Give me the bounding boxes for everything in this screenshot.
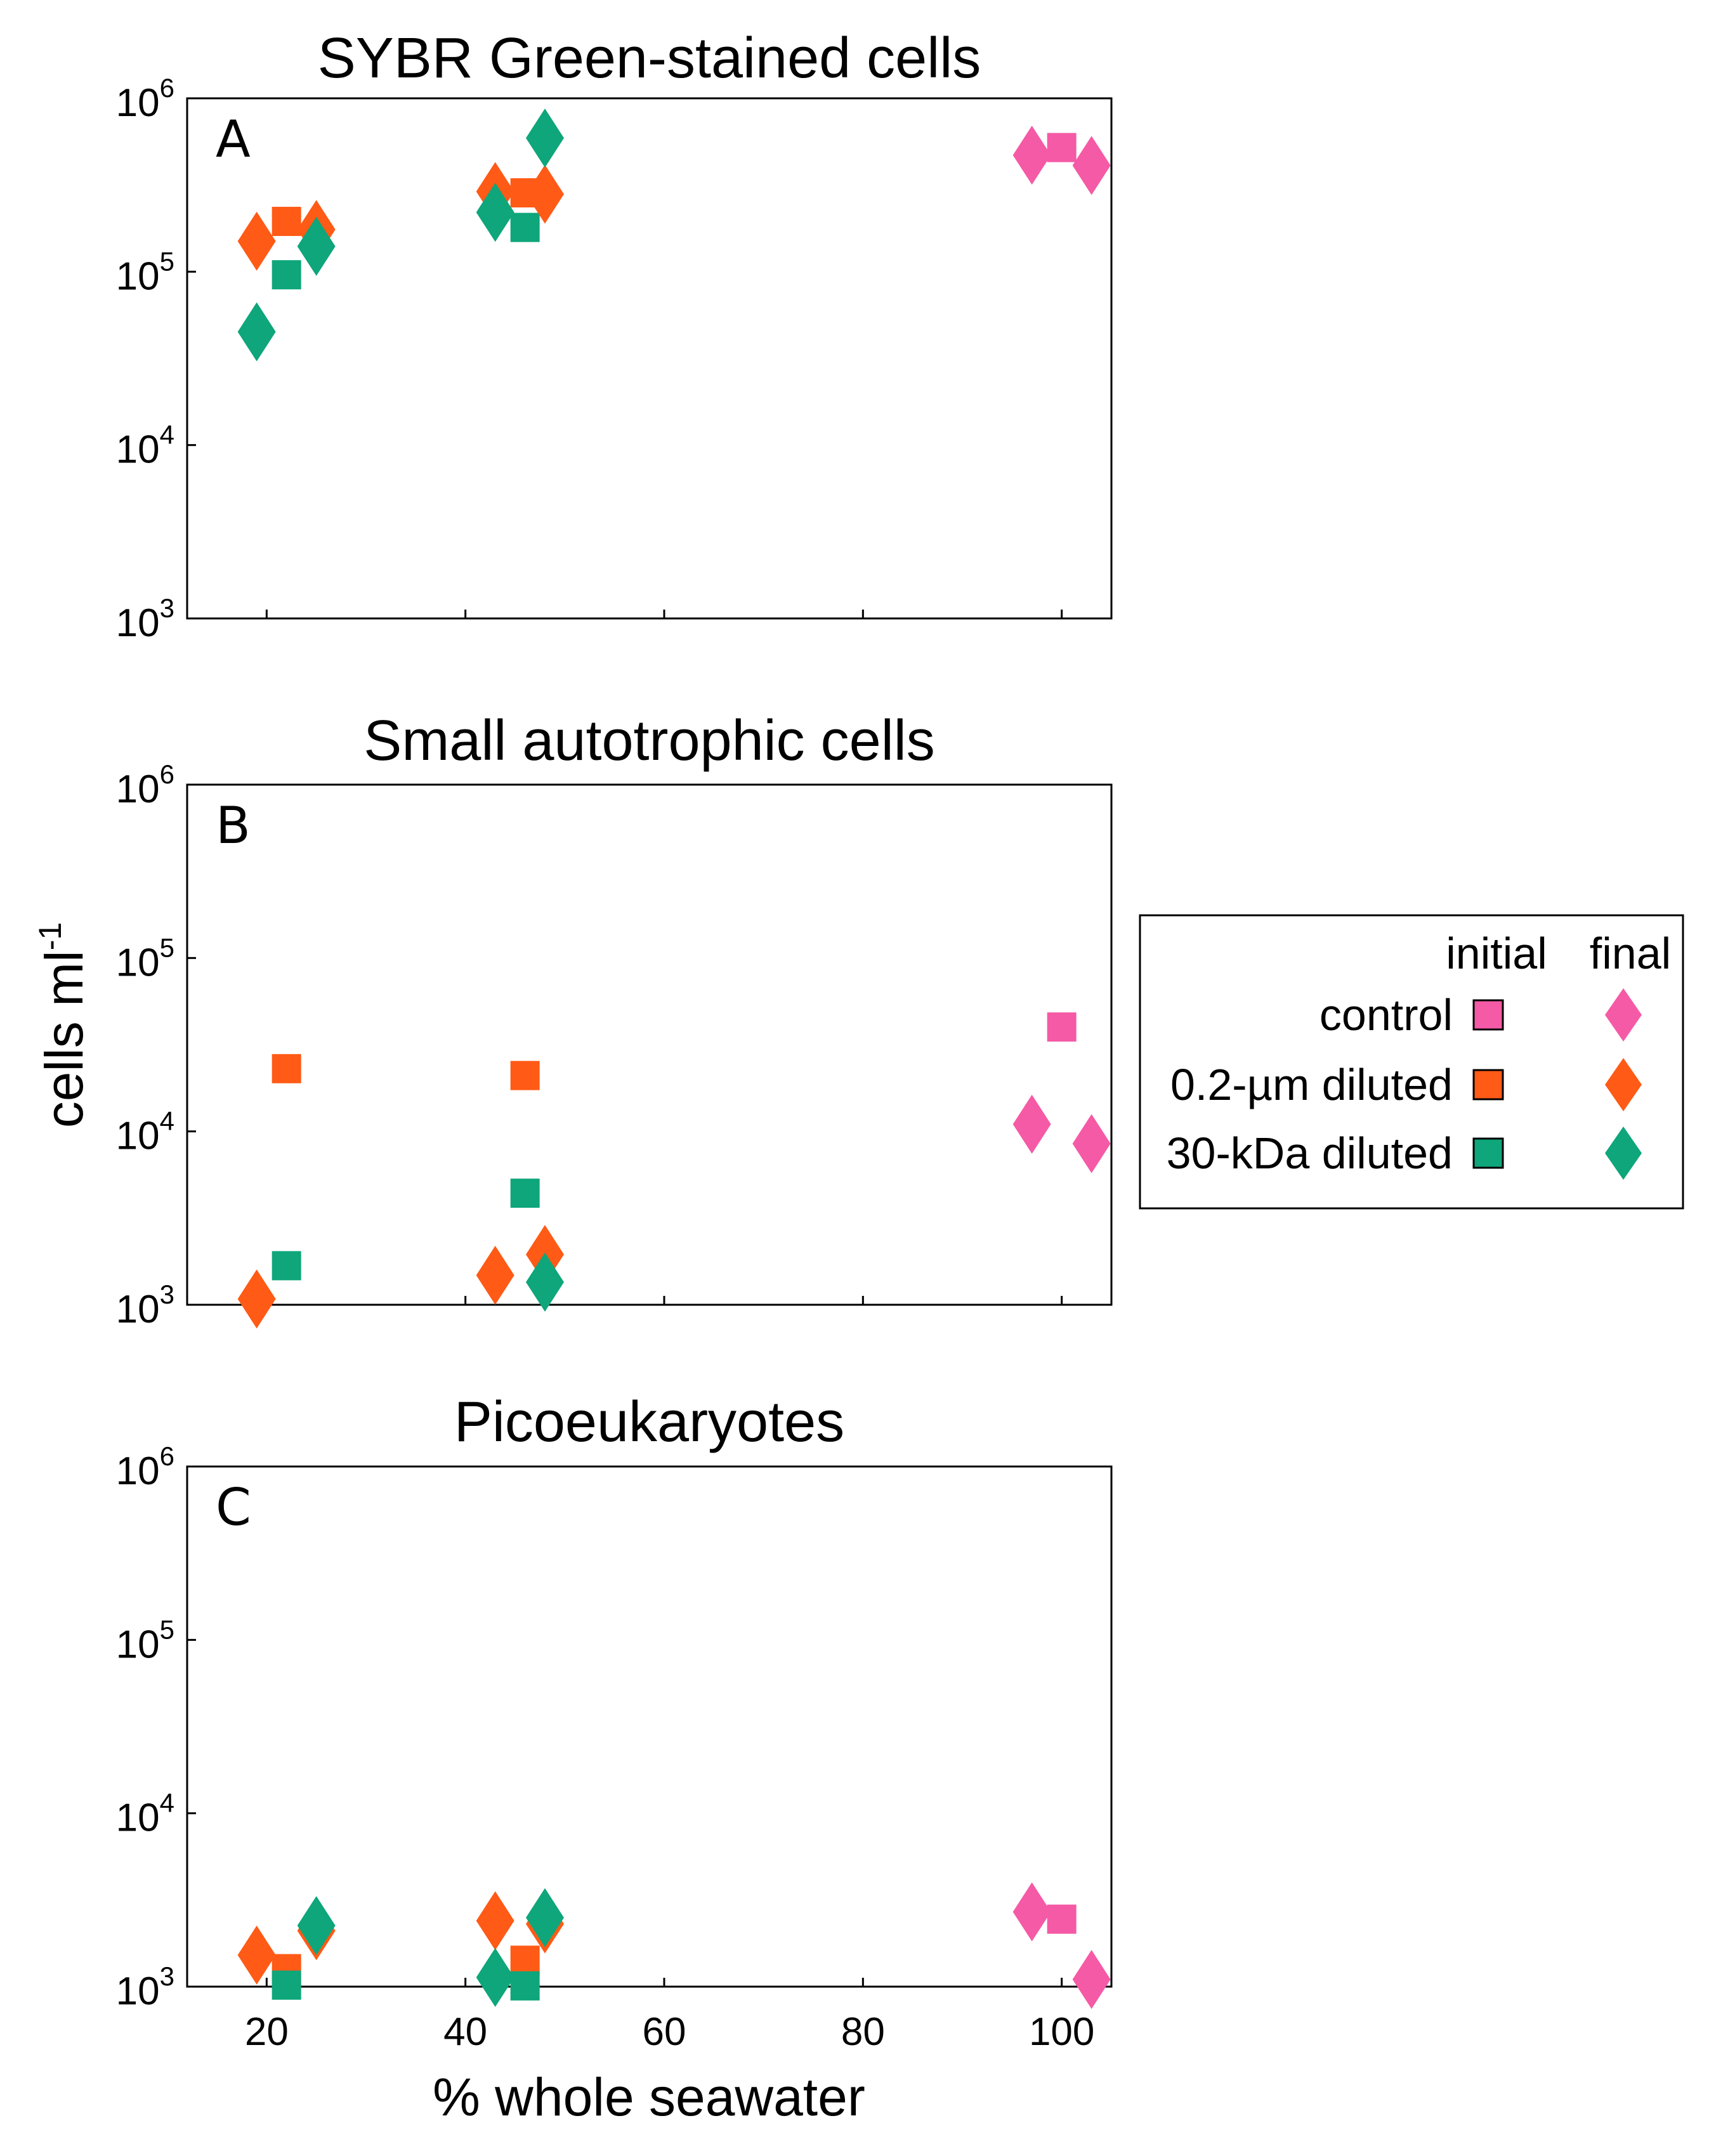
data-point-square — [510, 1061, 540, 1090]
data-point-diamond — [1072, 1950, 1111, 2009]
y-tick-label: 105 — [116, 246, 174, 298]
panel-title: Small autotrophic cells — [363, 709, 934, 773]
panel-letter: B — [216, 796, 251, 855]
data-point-diamond — [526, 1888, 564, 1947]
x-axis-label: % whole seawater — [433, 2067, 865, 2127]
data-point-diamond — [297, 1896, 336, 1956]
data-point-square — [272, 260, 301, 290]
x-tick-label: 40 — [443, 2010, 487, 2054]
data-point-square — [272, 207, 301, 237]
data-point-square — [510, 1179, 540, 1208]
data-point-diamond — [1072, 1114, 1111, 1173]
data-point-diamond — [237, 302, 276, 362]
data-point-square — [1047, 133, 1077, 162]
panel-title: Picoeukaryotes — [454, 1390, 844, 1454]
y-tick-label: 103 — [116, 1279, 174, 1331]
y-axis-label: cells ml-1 — [32, 922, 94, 1128]
data-point-diamond — [237, 211, 276, 271]
data-point-square — [1047, 1904, 1077, 1934]
panel-letter: C — [216, 1478, 251, 1537]
legend-diamond-marker — [1605, 988, 1642, 1042]
data-point-diamond — [1012, 1094, 1051, 1154]
legend-square-marker — [1472, 999, 1504, 1031]
panel-a: SYBR Green-stained cells A 103 104 105 106 — [116, 27, 1113, 645]
legend-label: 30-kDa diluted — [1167, 1128, 1453, 1178]
data-point-diamond — [1012, 126, 1051, 185]
legend-rows: control 0.2-µm diluted 30-kDa diluted — [1167, 988, 1642, 1180]
y-tick-label: 103 — [116, 593, 174, 645]
x-tick-label: 80 — [841, 2010, 885, 2054]
data-point-square — [510, 212, 540, 242]
legend-square-marker — [1472, 1069, 1504, 1101]
panels: SYBR Green-stained cellsA103104105106Sma… — [116, 27, 1113, 2054]
y-tick-label: 104 — [116, 420, 174, 472]
y-tick-label: 106 — [116, 759, 174, 811]
legend-label: control — [1319, 990, 1453, 1040]
legend: initial final control 0.2-µm diluted 30-kD… — [1139, 914, 1684, 1210]
y-tick-label: 105 — [116, 1614, 174, 1666]
y-tick-label: 104 — [116, 1788, 174, 1840]
data-point-square — [272, 1054, 301, 1083]
data-point-diamond — [526, 108, 564, 168]
data-point-square — [272, 1970, 301, 2000]
legend-row: 30-kDa diluted — [1167, 1127, 1642, 1180]
legend-header-final: final — [1590, 929, 1671, 978]
y-tick-label: 104 — [116, 1106, 174, 1158]
data-point-diamond — [476, 1245, 514, 1305]
data-point-diamond — [476, 1891, 514, 1950]
data-point-square — [272, 1251, 301, 1281]
legend-diamond-marker — [1605, 1127, 1642, 1180]
plot-frame — [186, 97, 1113, 620]
data-point-square — [510, 1945, 540, 1975]
legend-header-initial: initial — [1446, 929, 1547, 978]
data-point-square — [510, 1971, 540, 2001]
data-point-diamond — [476, 1947, 514, 2007]
y-tick-label: 106 — [116, 73, 174, 125]
data-point-diamond — [237, 1269, 276, 1329]
x-tick-label: 60 — [643, 2010, 686, 2054]
panel-letter: A — [216, 110, 251, 169]
data-point-diamond — [237, 1925, 276, 1985]
data-point-diamond — [1072, 136, 1111, 195]
legend-square-marker — [1472, 1137, 1504, 1169]
y-tick-label: 105 — [116, 932, 174, 984]
data-point-diamond — [297, 216, 336, 276]
plot-frame — [186, 1465, 1113, 1988]
x-tick-label: 100 — [1029, 2010, 1094, 2054]
legend-label: 0.2-µm diluted — [1170, 1060, 1453, 1109]
plot-frame — [186, 783, 1113, 1306]
data-point-square — [1047, 1012, 1077, 1042]
y-tick-label: 103 — [116, 1961, 174, 2013]
data-point-diamond — [526, 164, 564, 224]
data-point-diamond — [526, 1252, 564, 1312]
data-point-diamond — [1012, 1882, 1051, 1942]
legend-row: control — [1319, 988, 1642, 1042]
data-point-diamond — [476, 183, 514, 242]
panel-title: SYBR Green-stained cells — [318, 27, 981, 90]
panel-c: Picoeukaryotes C 20 40 60 80 100 103 104 105 106 — [116, 1390, 1113, 2054]
legend-diamond-marker — [1605, 1058, 1642, 1111]
x-tick-label: 20 — [245, 2010, 289, 2054]
legend-box — [1139, 914, 1684, 1210]
panel-b: Small autotrophic cells B 103 104 105 106 — [116, 709, 1113, 1331]
legend-row: 0.2-µm diluted — [1170, 1058, 1642, 1111]
y-tick-label: 106 — [116, 1441, 174, 1493]
